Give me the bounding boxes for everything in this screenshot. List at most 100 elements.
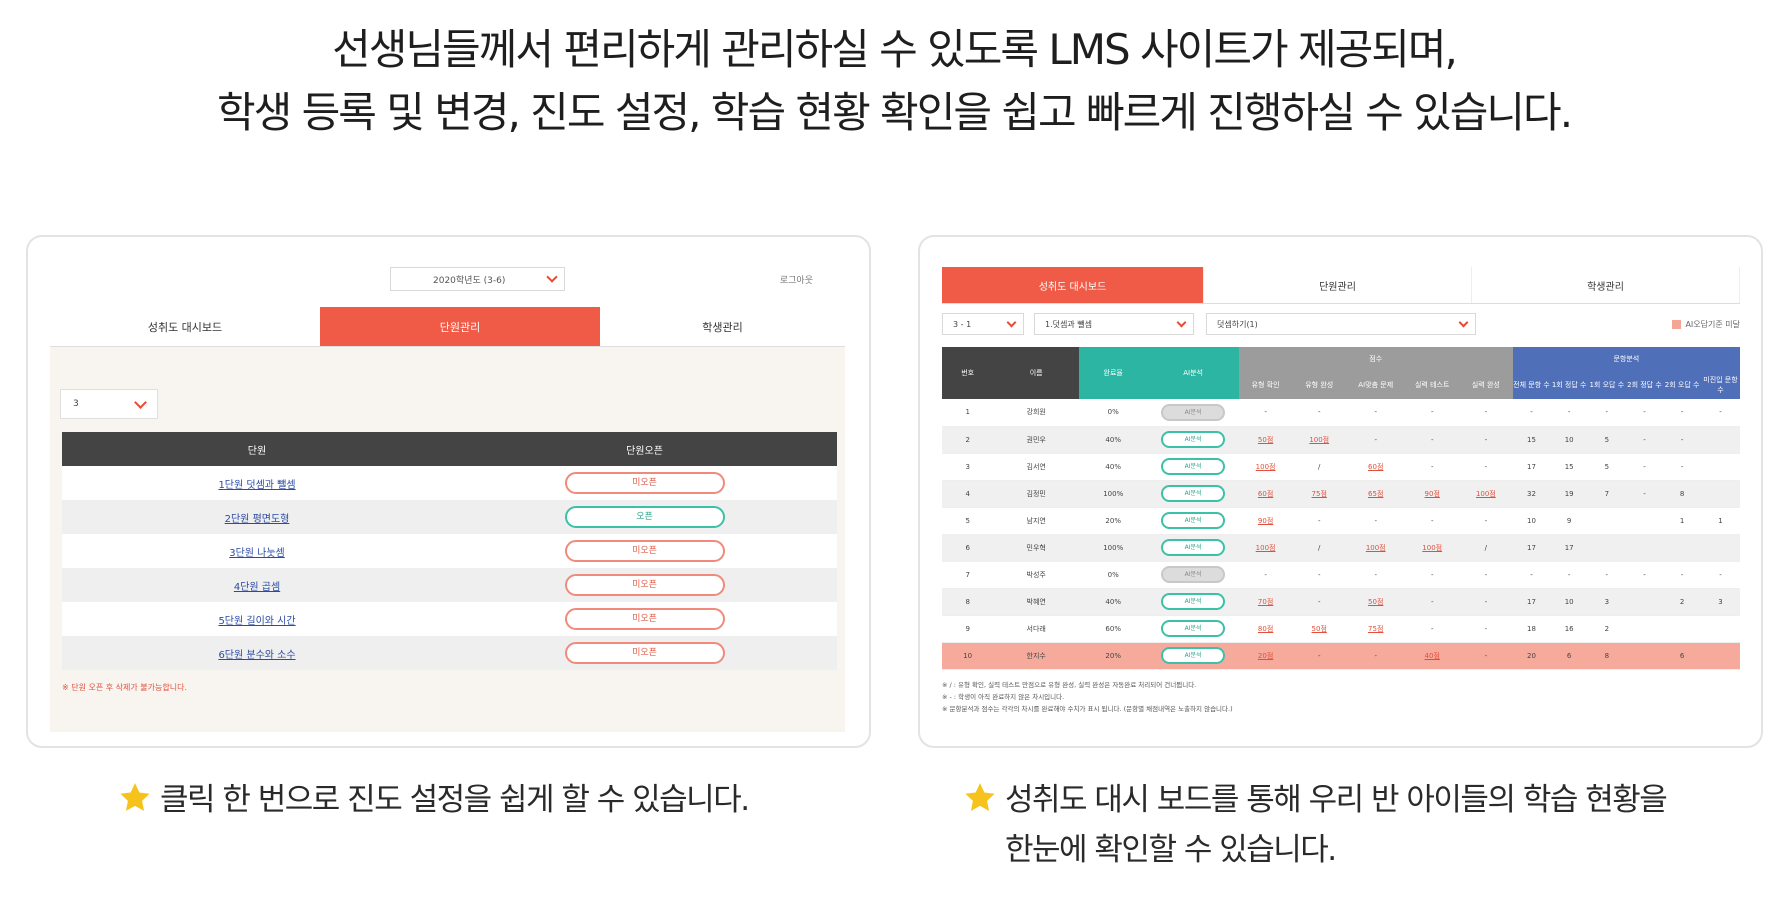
header-analysis-5: 2회 오답 수 xyxy=(1663,371,1701,399)
grade-select[interactable]: 3 xyxy=(60,389,158,419)
unit-link[interactable]: 4단원 곱셈 xyxy=(233,581,281,593)
score-cell[interactable]: 90점 xyxy=(1405,480,1460,508)
unit-name-cell: 1단원 덧셈과 뺄셈 xyxy=(62,466,452,500)
analysis-cell xyxy=(1700,615,1740,643)
header-name: 이름 xyxy=(993,347,1079,399)
score-cell[interactable]: 100점 xyxy=(1405,534,1460,562)
score-cell: / xyxy=(1292,453,1347,481)
class-select-value: 3 - 1 xyxy=(953,319,972,329)
score-cell: - xyxy=(1238,399,1293,427)
ai-analysis-button[interactable]: AI분석 xyxy=(1161,458,1226,475)
tab-dashboard[interactable]: 성취도 대시보드 xyxy=(147,320,223,334)
analysis-cell: 8 xyxy=(1587,642,1626,670)
student-row: 6 민우혁 100% AI분석 100점/100점 100점/17 17 xyxy=(942,534,1740,562)
student-no: 10 xyxy=(942,642,994,670)
unit-open-toggle[interactable]: 미오픈 xyxy=(564,642,725,664)
score-cell[interactable]: 90점 xyxy=(1238,507,1293,535)
ai-cell: AI분석 xyxy=(1147,642,1239,670)
header-score-4: 실력 테스트 xyxy=(1405,371,1460,399)
score-cell: - xyxy=(1346,399,1406,427)
score-cell[interactable]: 75점 xyxy=(1292,480,1347,508)
ai-analysis-button[interactable]: AI분석 xyxy=(1161,566,1226,583)
ai-analysis-button[interactable]: AI분석 xyxy=(1161,431,1226,448)
score-cell[interactable]: 70점 xyxy=(1238,588,1293,616)
ai-analysis-button[interactable]: AI분석 xyxy=(1161,539,1226,556)
logout-link[interactable]: 로그아웃 xyxy=(779,276,813,286)
analysis-cell: 15 xyxy=(1550,453,1588,481)
score-cell: - xyxy=(1292,561,1347,589)
ai-analysis-button[interactable]: AI분석 xyxy=(1161,647,1226,664)
ai-analysis-button[interactable]: AI분석 xyxy=(1161,620,1226,637)
score-cell[interactable]: 100점 xyxy=(1238,453,1293,481)
score-cell[interactable]: 60점 xyxy=(1238,480,1293,508)
score-cell: - xyxy=(1292,399,1347,427)
analysis-cell: 16 xyxy=(1550,615,1588,643)
score-cell[interactable]: 100점 xyxy=(1459,480,1513,508)
score-cell[interactable]: 100점 xyxy=(1292,426,1347,454)
completion-rate: 20% xyxy=(1078,507,1148,535)
unit-link[interactable]: 6단원 분수와 소수 xyxy=(218,649,296,661)
ai-analysis-button[interactable]: AI분석 xyxy=(1161,403,1226,421)
chevron-down-icon xyxy=(1176,317,1187,328)
analysis-cell xyxy=(1625,507,1664,535)
analysis-cell: 32 xyxy=(1512,480,1551,508)
unit-link[interactable]: 5단원 길이와 시간 xyxy=(218,615,296,627)
tab-student-management[interactable]: 학생관리 xyxy=(1472,267,1740,303)
unit-row: 4단원 곱셈 미오픈 xyxy=(62,568,837,602)
grade-select-value: 3 xyxy=(73,399,79,409)
analysis-cell: 2 xyxy=(1587,615,1626,643)
ai-analysis-button[interactable]: AI분석 xyxy=(1161,593,1226,610)
year-select-value: 2020학년도 (3-6) xyxy=(433,275,506,286)
unit-open-cell: 미오픈 xyxy=(452,534,837,568)
year-select[interactable]: 2020학년도 (3-6) xyxy=(390,267,565,291)
ai-cell: AI분석 xyxy=(1147,426,1239,454)
score-cell[interactable]: 75점 xyxy=(1346,615,1406,643)
unit-open-toggle[interactable]: 미오픈 xyxy=(564,574,725,596)
lesson-select[interactable]: 덧셈하기(1) xyxy=(1206,313,1476,335)
unit-link[interactable]: 2단원 평면도형 xyxy=(224,513,290,525)
unit-open-toggle[interactable]: 미오픈 xyxy=(564,540,725,562)
unit-open-toggle[interactable]: 미오픈 xyxy=(564,608,725,630)
header-analysis-group: 문항분석 xyxy=(1512,347,1740,371)
score-cell: - xyxy=(1459,507,1513,535)
unit-table-header: 단원 단원오픈 xyxy=(62,432,837,466)
header-ai: AI분석 xyxy=(1147,347,1239,399)
analysis-cell xyxy=(1700,453,1740,481)
header-rate: 완료율 xyxy=(1078,347,1148,399)
score-cell[interactable]: 60점 xyxy=(1346,453,1406,481)
unit-link[interactable]: 3단원 나눗셈 xyxy=(229,547,285,559)
unit-name-cell: 2단원 평면도형 xyxy=(62,500,452,534)
analysis-cell: - xyxy=(1550,399,1588,427)
legend: AI오답기준 미달 xyxy=(1672,319,1740,330)
analysis-cell: - xyxy=(1700,399,1740,427)
unit-row: 6단원 분수와 소수 미오픈 xyxy=(62,636,837,670)
ai-analysis-button[interactable]: AI분석 xyxy=(1161,512,1226,529)
unit-name-cell: 3단원 나눗셈 xyxy=(62,534,452,568)
unit-open-toggle[interactable]: 미오픈 xyxy=(564,472,725,494)
score-cell[interactable]: 50점 xyxy=(1238,426,1293,454)
score-cell[interactable]: 50점 xyxy=(1292,615,1347,643)
unit-select[interactable]: 1.덧셈과 뺄셈 xyxy=(1034,313,1194,335)
lesson-select-value: 덧셈하기(1) xyxy=(1217,319,1258,329)
ai-analysis-button[interactable]: AI분석 xyxy=(1161,485,1226,502)
score-cell[interactable]: 50점 xyxy=(1346,588,1406,616)
score-cell[interactable]: 20점 xyxy=(1238,642,1293,670)
unit-link[interactable]: 1단원 덧셈과 뺄셈 xyxy=(218,479,296,491)
analysis-cell: 17 xyxy=(1512,453,1551,481)
unit-table: 단원 단원오픈 1단원 덧셈과 뺄셈 미오픈 2단원 평면도형 오픈 3단원 나눗셈 미오… xyxy=(62,432,837,670)
tab-student-management[interactable]: 학생관리 xyxy=(702,320,743,334)
unit-open-toggle[interactable]: 오픈 xyxy=(564,506,725,528)
student-name: 권민우 xyxy=(993,426,1079,454)
class-select[interactable]: 3 - 1 xyxy=(942,313,1024,335)
score-cell[interactable]: 100점 xyxy=(1238,534,1293,562)
unit-management-body: 3 단원 단원오픈 1단원 덧셈과 뺄셈 미오픈 2단원 평면도형 오픈 3단원 나눗셈… xyxy=(50,347,845,732)
tab-unit-management[interactable]: 단원관리 xyxy=(1204,267,1472,303)
analysis-cell: 17 xyxy=(1512,534,1551,562)
tab-unit-management[interactable]: 단원관리 xyxy=(320,307,600,346)
score-cell[interactable]: 65점 xyxy=(1346,480,1406,508)
analysis-cell: 6 xyxy=(1663,642,1701,670)
tab-dashboard[interactable]: 성취도 대시보드 xyxy=(942,267,1204,303)
score-cell[interactable]: 40점 xyxy=(1405,642,1460,670)
score-cell[interactable]: 100점 xyxy=(1346,534,1406,562)
score-cell[interactable]: 80점 xyxy=(1238,615,1293,643)
